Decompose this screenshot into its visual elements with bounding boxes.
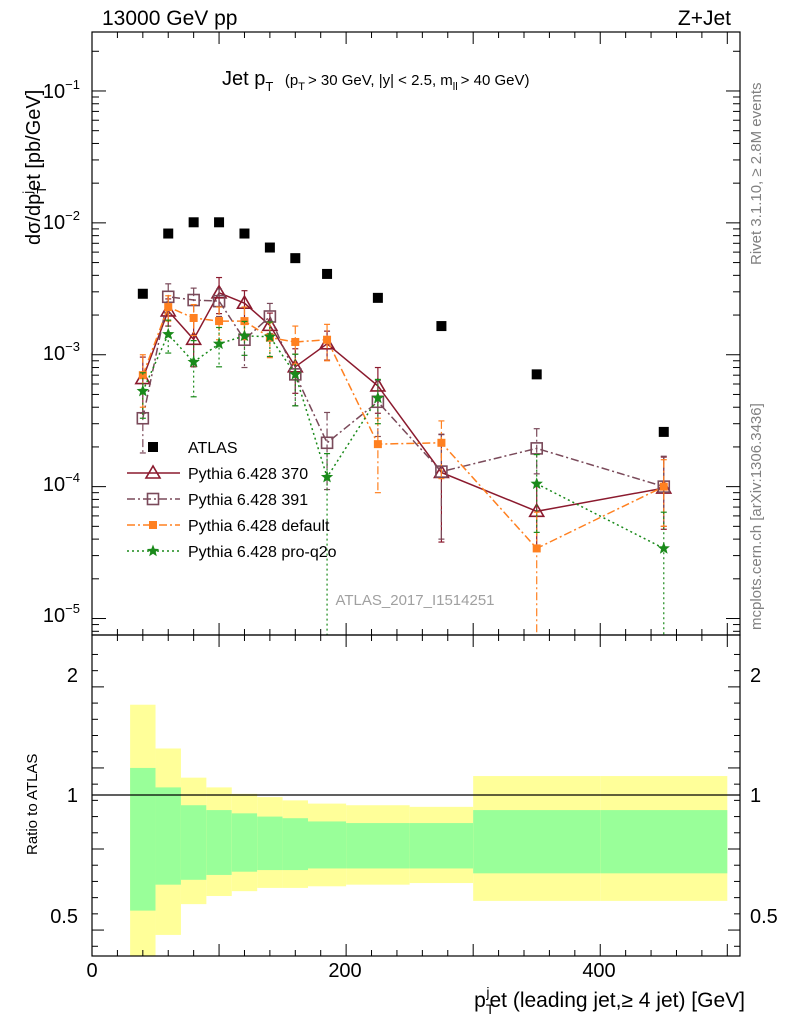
x-axis-label: pTjet (leading jet,≥ 4 jet) [GeV] (474, 984, 745, 1017)
process-label: Z+Jet (678, 7, 731, 30)
x-tick-label: 200 (328, 960, 361, 982)
series-line (142, 295, 665, 488)
y-tick-label-ratio-right: 0.5 (750, 906, 778, 928)
data-point (138, 371, 147, 380)
legend-marker (149, 521, 157, 529)
data-point (657, 541, 670, 554)
data-point (435, 465, 448, 478)
data-point (137, 288, 148, 299)
data-point (164, 303, 173, 312)
data-point (264, 242, 275, 253)
ratio-band-inner (346, 823, 410, 869)
series-0 (137, 217, 669, 437)
legend-label: Pythia 6.428 391 (188, 492, 308, 509)
data-point (163, 228, 174, 239)
ratio-band-inner (180, 805, 207, 880)
y-tick-label-main: 10−5 (43, 601, 80, 627)
y-tick-label-main: 10−1 (43, 77, 80, 103)
y-axis-label-main: dσ/dpTjet [pb/GeV] (20, 90, 49, 245)
mcplots-label: mcplots.cern.ch [arXiv:1306.3436] (748, 403, 765, 630)
data-point (136, 384, 149, 397)
data-point (210, 284, 228, 299)
data-point (323, 335, 332, 344)
data-point (214, 217, 225, 228)
data-point (136, 411, 150, 425)
data-point (322, 268, 333, 279)
data-point (185, 330, 203, 346)
x-tick-label: 400 (582, 960, 615, 982)
ratio-band-inner (130, 767, 156, 911)
data-point (531, 369, 542, 380)
y-tick-label-main: 10−2 (43, 208, 80, 234)
x-tick-label: 0 (86, 960, 97, 982)
legend-label: ATLAS (188, 440, 238, 457)
legend-marker (146, 492, 160, 506)
legend-marker (148, 442, 158, 452)
data-point (530, 442, 544, 455)
data-point (320, 470, 334, 483)
y-tick-label-main: 10−3 (43, 339, 80, 365)
data-point (658, 426, 669, 437)
ratio-band-inner (257, 816, 283, 871)
data-point (263, 330, 277, 342)
axis-ticks (91, 32, 740, 956)
ratio-band-inner (308, 821, 347, 869)
ratio-band-inner (206, 810, 232, 875)
data-point (532, 544, 541, 553)
data-point (373, 440, 382, 449)
series-3 (138, 295, 668, 635)
legend-label: Pythia 6.428 370 (188, 466, 308, 483)
ratio-band-inner (600, 810, 728, 874)
data-point (371, 391, 385, 404)
legend: ATLAS Pythia 6.428 370 Pythia 6.428 391 Pyt… (127, 440, 337, 561)
data-point (162, 327, 175, 340)
y-tick-label-ratio-right: 1 (750, 785, 761, 807)
ratio-band-inner (155, 787, 181, 885)
y-axis-label-ratio: Ratio to ATLAS (24, 754, 41, 855)
legend-label: Pythia 6.428 default (188, 518, 330, 535)
data-point (188, 217, 199, 228)
data-point (215, 317, 224, 326)
y-tick-label-ratio: 0.5 (50, 906, 78, 928)
data-point (290, 253, 301, 264)
ratio-band-inner (231, 813, 258, 872)
data-point (372, 292, 383, 303)
data-point (291, 337, 300, 346)
legend-label: Pythia 6.428 pro-q2o (188, 544, 337, 561)
ratio-uncertainty-band (130, 704, 728, 956)
data-point (239, 228, 250, 239)
y-tick-label-ratio-right: 2 (750, 665, 761, 687)
ratio-band-inner (473, 810, 601, 874)
data-point (212, 337, 226, 350)
data-point (189, 313, 198, 322)
data-point (530, 477, 543, 490)
data-point (436, 321, 447, 332)
data-point (320, 436, 334, 450)
data-point (289, 367, 302, 380)
series-line (142, 305, 665, 550)
data-point (659, 482, 668, 491)
rivet-version-label: Rivet 3.1.10, ≥ 2.8M events (748, 83, 765, 266)
main-series-group (134, 217, 673, 635)
legend-marker (144, 464, 162, 479)
data-point (187, 355, 200, 368)
collision-label: 13000 GeV pp (102, 7, 237, 30)
data-point (437, 438, 446, 447)
ratio-band-inner (282, 818, 308, 871)
legend-marker (146, 544, 160, 557)
ratio-band-inner (409, 823, 474, 869)
analysis-watermark: ATLAS_2017_I1514251 (335, 592, 494, 609)
series-line (142, 332, 665, 550)
y-tick-label-ratio: 2 (67, 665, 78, 687)
y-tick-label-main: 10−4 (43, 470, 80, 496)
data-point (238, 329, 251, 342)
series-4 (136, 319, 670, 635)
y-tick-label-ratio: 1 (67, 785, 78, 807)
plot-title: Jet pT (pT > 30 GeV, |y| < 2.5, mll > 40 G… (222, 68, 529, 96)
